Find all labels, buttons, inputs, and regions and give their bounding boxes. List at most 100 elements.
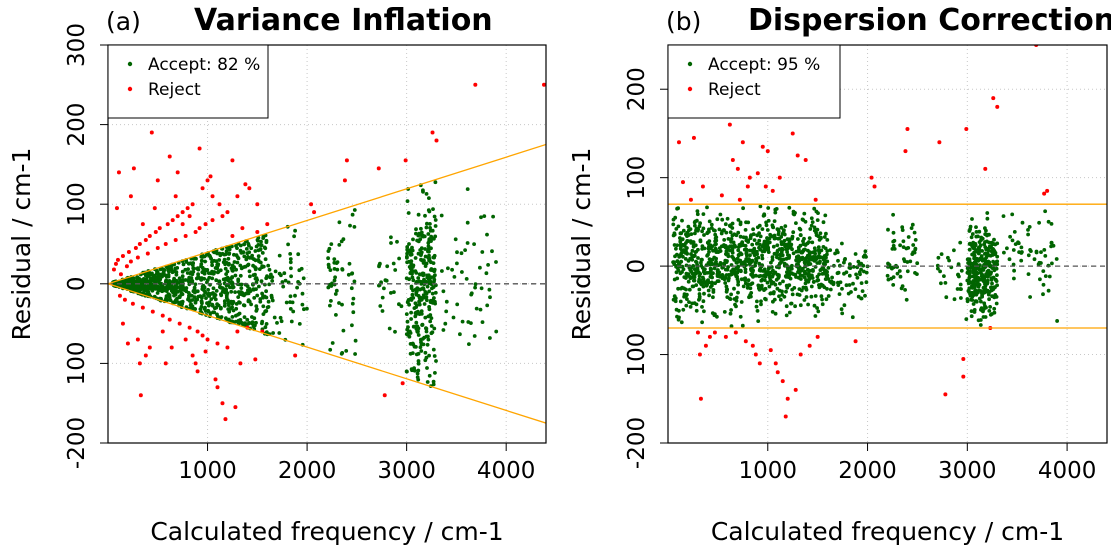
accept-point — [794, 255, 799, 259]
reject-point — [153, 230, 158, 235]
accept-point — [775, 253, 779, 258]
accept-point — [855, 275, 860, 280]
accept-point — [680, 285, 685, 290]
accept-point — [824, 297, 829, 302]
accept-point — [762, 278, 767, 282]
accept-point — [334, 288, 339, 293]
reject-point — [197, 146, 202, 151]
accept-point — [723, 222, 728, 227]
accept-point — [726, 245, 731, 250]
accept-point — [759, 299, 763, 304]
accept-point — [813, 314, 818, 318]
accept-point — [959, 268, 964, 273]
accept-point — [288, 257, 293, 261]
accept-point — [423, 350, 428, 355]
accept-point — [288, 307, 293, 311]
accept-point — [389, 235, 393, 240]
accept-point — [305, 306, 309, 311]
accept-point — [232, 260, 237, 264]
accept-point — [807, 251, 812, 256]
accept-point — [389, 291, 393, 295]
accept-point — [226, 256, 231, 261]
accept-point — [288, 300, 292, 304]
accept-point — [1012, 268, 1016, 273]
accept-point — [796, 270, 800, 274]
accept-point — [694, 260, 699, 265]
reject-point — [140, 222, 145, 227]
accept-point — [901, 239, 906, 244]
accept-point — [754, 304, 759, 309]
accept-point — [1019, 245, 1024, 250]
accept-point — [414, 352, 419, 357]
accept-point — [791, 230, 796, 235]
y-tick-label: -200 — [624, 417, 650, 469]
accept-point — [248, 274, 252, 279]
accept-point — [253, 249, 258, 253]
accept-point — [749, 282, 753, 287]
reject-point — [163, 242, 168, 246]
accept-point — [939, 281, 943, 286]
accept-point — [236, 295, 241, 299]
accept-point — [734, 274, 739, 279]
reject-point — [676, 140, 681, 145]
accept-point — [156, 285, 161, 290]
accept-point — [350, 323, 354, 328]
accept-point — [994, 301, 999, 306]
accept-point — [121, 283, 126, 288]
reject-point — [137, 361, 142, 366]
x-axis-label: Calculated frequency / cm-1 — [150, 517, 503, 546]
accept-point — [910, 252, 915, 256]
accept-point — [431, 382, 436, 387]
accept-point — [673, 254, 677, 259]
accept-point — [988, 312, 993, 317]
reject-point — [205, 178, 210, 183]
accept-point — [1046, 219, 1051, 224]
accept-point — [755, 241, 759, 246]
accept-point — [180, 274, 185, 279]
accept-point — [427, 307, 432, 312]
accept-point — [728, 224, 733, 229]
accept-point — [813, 294, 818, 298]
accept-point — [709, 272, 714, 276]
accept-point — [748, 236, 753, 241]
reject-point — [187, 325, 192, 330]
accept-point — [800, 255, 805, 260]
accept-point — [785, 285, 790, 290]
accept-point — [260, 291, 264, 296]
accept-point — [424, 329, 429, 334]
accept-point — [812, 246, 817, 251]
reject-point — [293, 353, 298, 358]
accept-point — [701, 212, 706, 217]
accept-point — [733, 302, 737, 307]
accept-point — [264, 322, 269, 326]
accept-point — [749, 259, 754, 264]
accept-point — [784, 313, 789, 318]
accept-point — [284, 300, 289, 305]
accept-point — [784, 289, 788, 294]
accept-point — [245, 251, 250, 256]
accept-point — [405, 248, 410, 253]
accept-point — [724, 230, 729, 235]
accept-point — [264, 289, 268, 294]
accept-point — [428, 300, 433, 304]
accept-point — [353, 338, 358, 343]
accept-point — [692, 272, 697, 277]
accept-point — [1011, 262, 1016, 267]
accept-point — [210, 302, 215, 307]
accept-point — [211, 286, 216, 291]
accept-point — [732, 297, 737, 301]
reject-point — [203, 222, 208, 227]
accept-point — [991, 266, 996, 271]
accept-point — [985, 274, 990, 279]
accept-point — [427, 249, 431, 254]
accept-point — [717, 246, 722, 251]
accept-point — [416, 359, 421, 363]
accept-point — [777, 273, 781, 277]
reject-point — [177, 321, 182, 326]
reject-point — [160, 313, 165, 318]
accept-point — [267, 267, 272, 272]
accept-point — [757, 286, 761, 290]
reject-point — [312, 210, 317, 215]
reject-point — [765, 149, 770, 154]
x-tick-label: 4000 — [477, 458, 536, 484]
